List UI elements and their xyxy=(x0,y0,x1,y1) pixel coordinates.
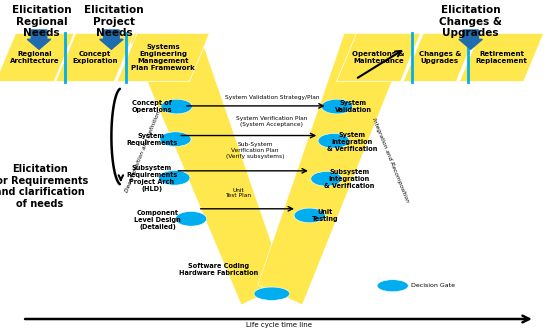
Ellipse shape xyxy=(254,287,290,300)
Text: Unit
Testing: Unit Testing xyxy=(311,209,338,222)
Text: Elicitation
Project
Needs: Elicitation Project Needs xyxy=(84,5,144,38)
Text: Elicitation
Regional
Needs: Elicitation Regional Needs xyxy=(12,5,72,38)
Ellipse shape xyxy=(160,132,191,147)
Text: Regional
Architecture: Regional Architecture xyxy=(10,51,60,64)
FancyArrow shape xyxy=(27,30,51,49)
Polygon shape xyxy=(127,33,286,305)
Text: Concept
Exploration: Concept Exploration xyxy=(72,51,118,64)
Text: System
Integration
& Verification: System Integration & Verification xyxy=(327,132,377,152)
Text: Decision Gate: Decision Gate xyxy=(411,283,455,288)
Text: Life cycle time line: Life cycle time line xyxy=(246,322,311,328)
Text: Subsystem
Requirements
Project Arch
(HLD): Subsystem Requirements Project Arch (HLD… xyxy=(126,165,177,192)
Polygon shape xyxy=(403,33,476,82)
Ellipse shape xyxy=(321,99,353,114)
Ellipse shape xyxy=(161,99,192,114)
Ellipse shape xyxy=(311,171,342,186)
Text: System
Validation: System Validation xyxy=(335,100,372,113)
Text: System Validation Strategy/Plan: System Validation Strategy/Plan xyxy=(224,95,319,100)
Polygon shape xyxy=(117,33,209,82)
Ellipse shape xyxy=(175,211,207,226)
Text: Component
Level Design
(Detailed): Component Level Design (Detailed) xyxy=(134,210,181,230)
Text: Elicitation
for Requirements
and clarification
of needs: Elicitation for Requirements and clarifi… xyxy=(0,164,88,209)
Ellipse shape xyxy=(318,134,349,148)
Text: Retirement
Replacement: Retirement Replacement xyxy=(476,51,527,64)
Text: Systems
Engineering
Management
Plan Framework: Systems Engineering Management Plan Fram… xyxy=(131,44,195,71)
Text: Sub-System
Verification Plan
(Verify subsystems): Sub-System Verification Plan (Verify sub… xyxy=(226,142,285,159)
Text: Unit
Test Plan: Unit Test Plan xyxy=(226,188,251,198)
Text: Changes &
Upgrades: Changes & Upgrades xyxy=(418,51,461,64)
Text: Subsystem
Integration
& Verification: Subsystem Integration & Verification xyxy=(324,169,374,189)
Text: Software Coding
Hardware Fabrication: Software Coding Hardware Fabrication xyxy=(179,263,258,276)
Polygon shape xyxy=(336,33,421,82)
Text: System
Requirements: System Requirements xyxy=(126,133,177,147)
Text: Integration and Recomposition: Integration and Recomposition xyxy=(370,117,409,203)
Text: Elicitation
Changes &
Upgrades: Elicitation Changes & Upgrades xyxy=(439,5,502,38)
Polygon shape xyxy=(460,33,544,82)
FancyArrow shape xyxy=(459,30,482,49)
Polygon shape xyxy=(258,33,411,305)
Ellipse shape xyxy=(159,170,190,185)
Ellipse shape xyxy=(377,280,408,292)
Text: Operations &
Maintenance: Operations & Maintenance xyxy=(352,51,405,64)
Text: Concept of
Operations: Concept of Operations xyxy=(131,100,172,113)
Polygon shape xyxy=(56,33,134,82)
Polygon shape xyxy=(0,33,74,82)
FancyArrow shape xyxy=(100,30,123,49)
Text: Decomposition and Definition: Decomposition and Definition xyxy=(124,110,162,193)
Text: System Verification Plan
(System Acceptance): System Verification Plan (System Accepta… xyxy=(236,117,307,127)
Ellipse shape xyxy=(294,208,325,223)
